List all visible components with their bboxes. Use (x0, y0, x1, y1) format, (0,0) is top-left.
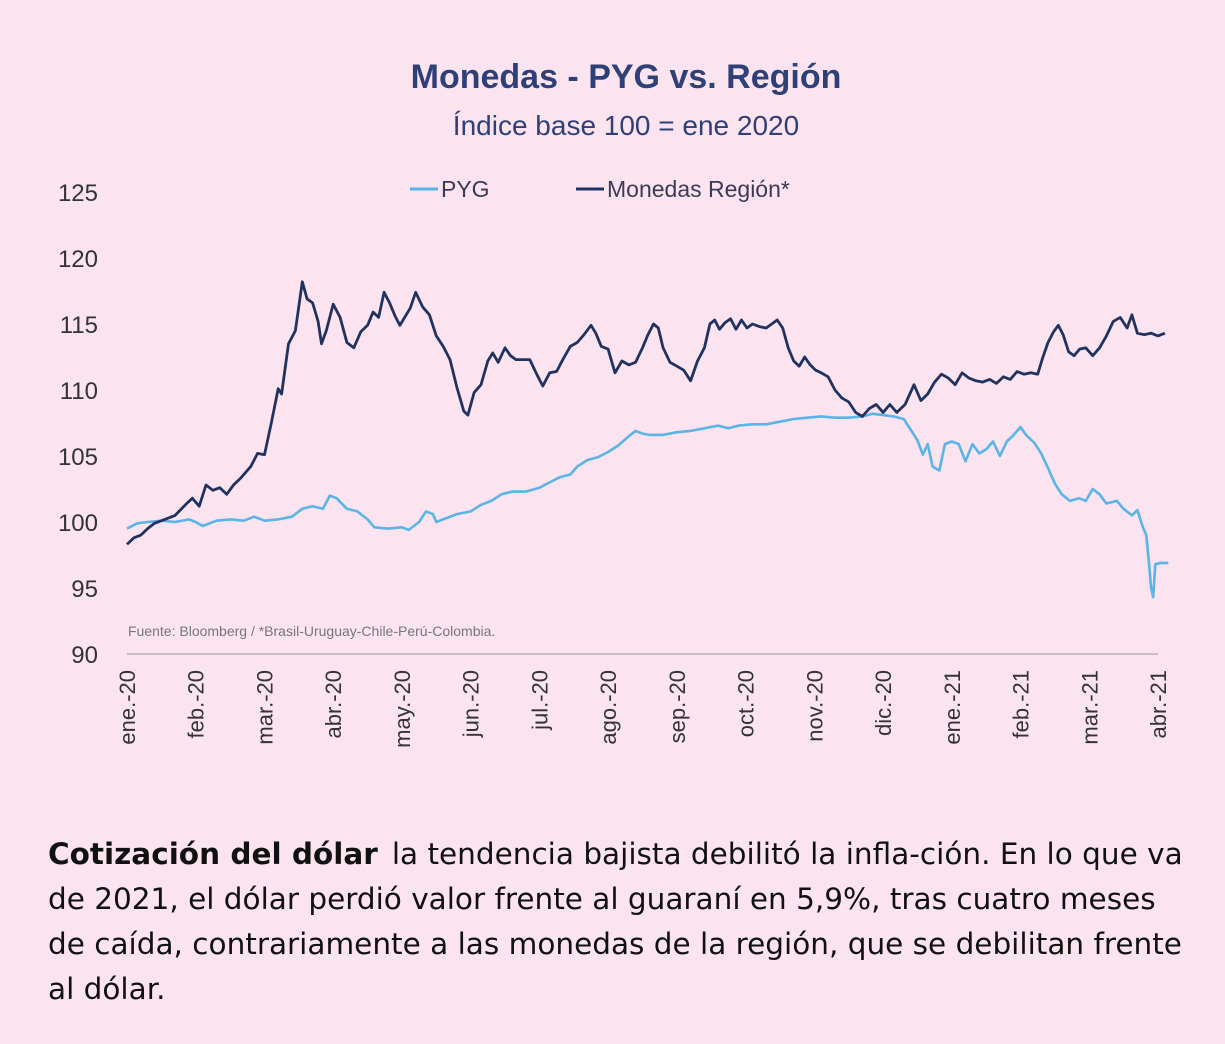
x-tick-label: sep.-20 (665, 670, 690, 743)
legend-label-region: Monedas Región* (607, 176, 790, 202)
x-tick-label: ago.-20 (596, 670, 621, 745)
y-tick-label: 95 (71, 576, 98, 603)
x-tick-label: ene.-20 (115, 670, 140, 745)
y-tick-label: 120 (58, 246, 98, 273)
y-tick-label: 115 (60, 312, 98, 339)
chart-title: Monedas - PYG vs. Región (411, 58, 842, 96)
caption: Cotización del dólar la tendencia bajista… (48, 832, 1188, 1012)
y-axis: 125 120 115 110 105 100 95 90 (58, 180, 98, 669)
x-tick-label: dic.-20 (871, 670, 896, 736)
x-tick-label: ene.-21 (940, 670, 965, 745)
y-tick-label: 105 (58, 444, 98, 471)
plot-area (126, 280, 1169, 599)
y-tick-label: 90 (71, 642, 98, 669)
x-tick-label: mar.-20 (252, 670, 277, 745)
x-tick-label: feb.-21 (1009, 670, 1034, 739)
x-axis: ene.-20 feb.-20 mar.-20 abr.-20 may.-20 jun.-… (115, 653, 1171, 748)
x-tick-label: jun.-20 (459, 670, 484, 738)
series-line-region (126, 280, 1166, 546)
x-tick-label: mar.-21 (1077, 670, 1102, 745)
caption-text: la tendencia bajista debilitó la infla-c… (48, 837, 1183, 1006)
x-tick-label: abr.-20 (321, 670, 346, 739)
x-tick-label: abr.-21 (1146, 670, 1171, 739)
legend-label-pyg: PYG (441, 176, 490, 202)
y-tick-label: 110 (60, 378, 98, 405)
y-tick-label: 125 (58, 180, 98, 207)
x-tick-label: oct.-20 (734, 670, 759, 737)
series-line-pyg (126, 412, 1169, 599)
x-tick-label: may.-20 (390, 670, 415, 748)
chart-subtitle: Índice base 100 = ene 2020 (453, 110, 799, 141)
chart: Monedas - PYG vs. Región Índice base 100… (58, 58, 1171, 748)
source-note: Fuente: Bloomberg / *Brasil-Uruguay-Chil… (128, 623, 495, 639)
caption-lead: Cotización del dólar (48, 837, 378, 871)
y-tick-label: 100 (58, 510, 98, 537)
x-tick-label: nov.-20 (802, 670, 827, 742)
legend: PYG Monedas Región* (410, 176, 790, 202)
x-tick-label: jul.-20 (527, 670, 552, 731)
x-tick-label: feb.-20 (184, 670, 209, 739)
